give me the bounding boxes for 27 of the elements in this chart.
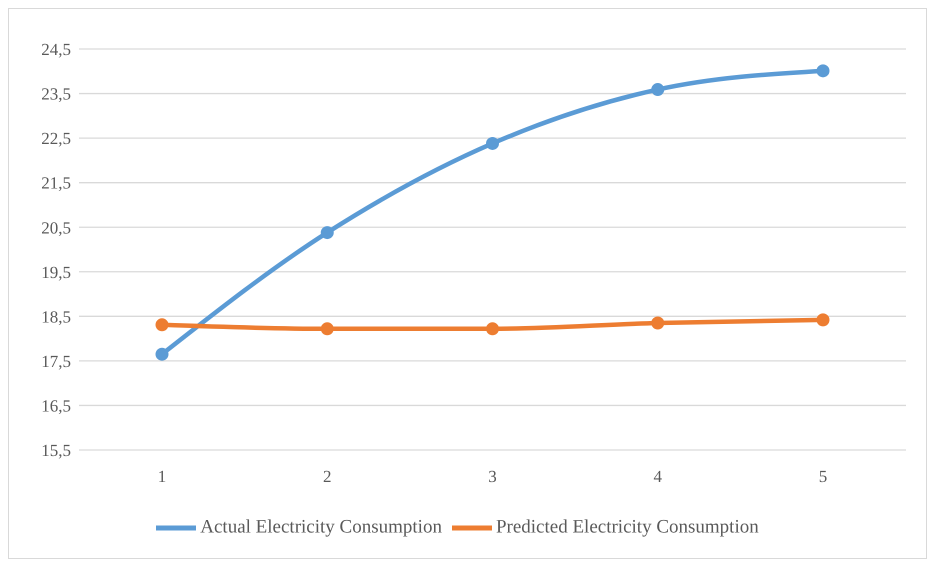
point [816,313,830,326]
x-tick-label: 2 [323,467,332,486]
point [320,322,334,336]
y-tick-label: 15,5 [41,441,71,460]
x-tick-label: 4 [654,467,662,486]
y-tick-label: 21,5 [41,174,71,193]
y-tick-label: 16,5 [41,396,71,416]
point [651,316,664,330]
y-tick-label: 22,5 [41,129,71,148]
y-tick-label: 23,5 [41,84,71,104]
y-tick-label: 18,5 [41,307,71,326]
point [320,226,334,240]
x-tick-label: 3 [488,467,497,486]
y-tick-label: 17,5 [41,352,71,371]
point [651,83,664,96]
x-tick-label: 1 [158,467,166,486]
point [816,64,830,78]
point [486,136,499,150]
y-tick-label: 19,5 [41,262,71,282]
y-tick-label: 24,5 [41,40,71,60]
legend-label: Predicted Electricity Consumption [496,516,759,538]
point [156,348,168,361]
point [486,322,499,336]
legend-label: Actual Electricity Consumption [200,516,442,538]
x-tick-label: 5 [818,467,828,486]
y-tick-label: 20,5 [41,218,71,238]
point [156,318,168,332]
